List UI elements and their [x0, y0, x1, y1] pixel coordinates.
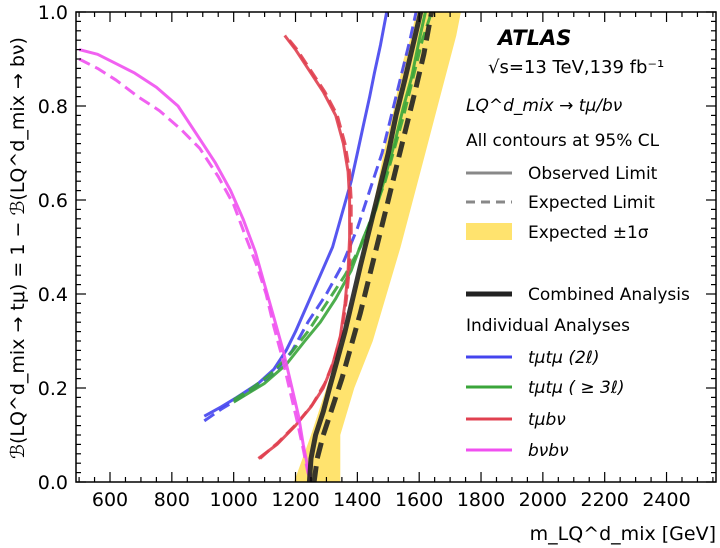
y-tick-label: 1.0 — [38, 2, 68, 24]
legend: Observed Limit Expected Limit Expected ±… — [466, 164, 690, 461]
axes: 600 800 1000 1200 1400 1600 1800 2000 2200 2400 0.… — [38, 2, 716, 511]
series-line-6-observed — [78, 48, 313, 482]
legend-tmubnu-label: tμbν — [528, 410, 566, 430]
series-line-1-expected — [203, 12, 418, 423]
series-line-9-expected — [311, 12, 435, 482]
series-line-3-expected — [232, 12, 434, 402]
y-tick-label: 0.0 — [38, 472, 68, 494]
legend-expected-label: Expected Limit — [528, 193, 655, 213]
x-tick-label: 2400 — [642, 489, 690, 511]
x-tick-label: 2000 — [519, 489, 567, 511]
x-tick-label: 1000 — [210, 489, 258, 511]
x-tick-label: 1800 — [457, 489, 505, 511]
experiment-label: ATLAS — [496, 26, 571, 50]
y-tick-label: 0.4 — [38, 284, 68, 306]
contour-note: All contours at 95% CL — [466, 131, 660, 151]
x-tick-label: 1200 — [271, 489, 319, 511]
legend-band-swatch — [466, 223, 512, 240]
x-tick-label: 1600 — [395, 489, 443, 511]
series-line-2-observed — [232, 12, 427, 404]
energy-lumi-label: √s=13 TeV,139 fb⁻¹ — [488, 57, 664, 78]
plot-area — [78, 12, 461, 482]
series-line-7-expected — [78, 57, 313, 482]
x-tick-label: 800 — [154, 489, 190, 511]
x-axis-title: m_LQ^d_mix [GeV] — [530, 523, 716, 545]
series-line-5-expected — [259, 34, 353, 460]
legend-3l-label: tμtμ ( ≥ 3ℓ) — [528, 378, 625, 398]
legend-individual-header: Individual Analyses — [466, 316, 630, 336]
legend-band-label: Expected ±1σ — [528, 223, 649, 243]
y-axis-title: ℬ(LQ^d_mix → tμ) = 1 − ℬ(LQ^d_mix → bν) — [7, 37, 29, 459]
legend-observed-label: Observed Limit — [528, 164, 658, 184]
y-tick-label: 0.8 — [38, 96, 68, 118]
x-tick-label: 1400 — [333, 489, 381, 511]
legend-2l-label: tμtμ (2ℓ) — [528, 348, 599, 368]
x-tick-label: 2200 — [581, 489, 629, 511]
legend-combined-label: Combined Analysis — [528, 285, 690, 305]
y-tick-label: 0.2 — [38, 378, 68, 400]
x-tick-label: 600 — [92, 489, 128, 511]
series-line-8-observed — [306, 12, 424, 482]
legend-bnubnu-label: bνbν — [528, 441, 569, 461]
process-label: LQ^d_mix → tμ/bν — [466, 96, 623, 116]
y-tick-label: 0.6 — [38, 190, 68, 212]
